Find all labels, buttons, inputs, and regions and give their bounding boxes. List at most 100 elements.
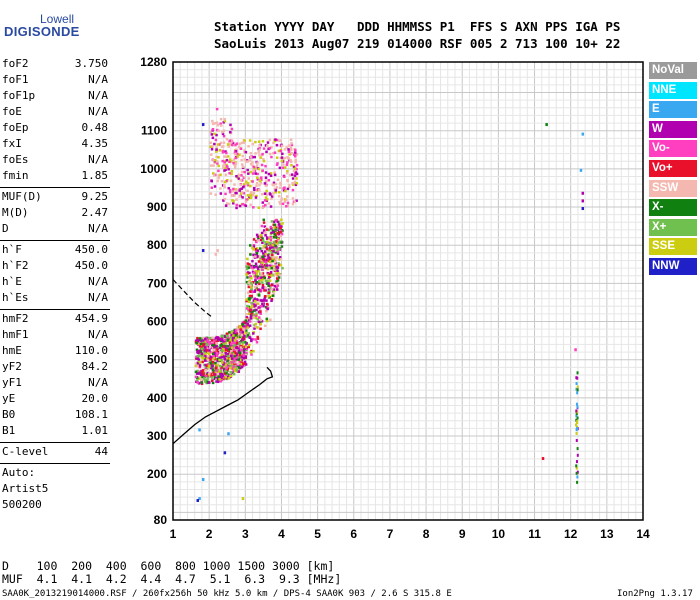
echo-point [269,236,273,239]
echo-point [194,370,198,374]
echo-point [246,182,250,185]
echo-point [206,338,210,341]
echo-point [274,251,278,254]
echo-point [291,188,295,192]
echo-point [263,199,267,202]
echo-point [234,334,238,337]
echo-point [240,170,244,174]
echo-point [258,282,261,286]
echo-point [196,350,200,353]
echo-point [261,201,265,204]
echo-point [223,451,227,455]
echo-point [228,160,231,164]
echo-point [228,171,231,175]
separator [0,463,110,464]
echo-point [246,189,249,193]
echo-point [230,194,234,197]
echo-point [259,276,263,279]
echo-point [196,354,200,358]
echo-point [575,431,578,435]
echo-point [261,206,264,210]
param-name: C-level [2,445,49,458]
echo-point [243,326,247,330]
echo-point [233,341,236,345]
x-tick-label: 3 [242,527,249,541]
echo-point [210,379,214,383]
echo-point [235,357,238,361]
echo-point [223,180,227,184]
echo-point [248,263,251,266]
x-tick-label: 2 [206,527,213,541]
echo-point [250,294,253,298]
echo-point [220,342,223,346]
echo-point [206,351,210,355]
echo-point [216,380,220,384]
echo-point [244,363,248,366]
echo-point [213,142,216,146]
echo-point [210,376,214,379]
echo-point [224,369,227,373]
echo-point [270,251,274,254]
echo-point [247,285,251,289]
echo-point [202,371,206,374]
echo-point [273,151,277,154]
echo-point [265,189,268,193]
echo-point [242,183,246,186]
echo-point [238,204,242,208]
echo-point [200,381,203,384]
echo-point [228,350,231,353]
echo-point [276,252,280,255]
echo-point [264,234,267,237]
echo-point [288,185,291,189]
param-name: B1 [2,424,16,437]
echo-point [253,155,257,159]
echo-point [245,351,248,355]
echo-point [223,355,226,358]
echo-point [275,163,279,166]
echo-point [239,183,242,187]
echo-point [230,127,234,131]
echo-point [229,354,233,358]
echo-point [263,192,267,195]
echo-point [233,359,236,363]
echo-point [241,351,245,354]
echo-point [252,303,256,306]
echo-point [202,344,205,348]
echo-point [278,225,282,228]
echo-point [219,141,223,145]
x-tick-label: 9 [459,527,466,541]
echo-point [575,409,578,413]
echo-point [273,249,277,252]
echo-point [217,367,220,371]
param-value: N/A [88,153,108,166]
echo-point [246,183,250,187]
echo-point [256,335,259,339]
echo-point [233,367,236,370]
echo-point [241,324,245,328]
echo-point [254,304,257,307]
echo-point [276,284,280,287]
echo-point [245,335,248,339]
param-value: 44 [94,445,108,458]
echo-point [223,357,227,361]
x-tick-label: 1 [170,527,177,541]
echo-point [239,178,243,182]
echo-point [259,156,262,159]
echo-point [245,298,248,301]
echo-point [270,266,273,270]
param-value: 108.1 [74,408,108,421]
echo-point [261,302,264,306]
echo-point [259,299,262,302]
echo-point [265,228,269,231]
echo-point [222,369,226,372]
echo-point [257,288,261,292]
param-value: 3.750 [74,57,108,70]
echo-point [575,414,578,418]
echo-point [252,305,256,308]
echo-point [255,284,259,288]
echo-point [245,307,249,310]
echo-point [247,172,250,175]
echo-point [233,166,237,169]
echo-point [251,180,254,183]
param-value: N/A [88,73,108,86]
